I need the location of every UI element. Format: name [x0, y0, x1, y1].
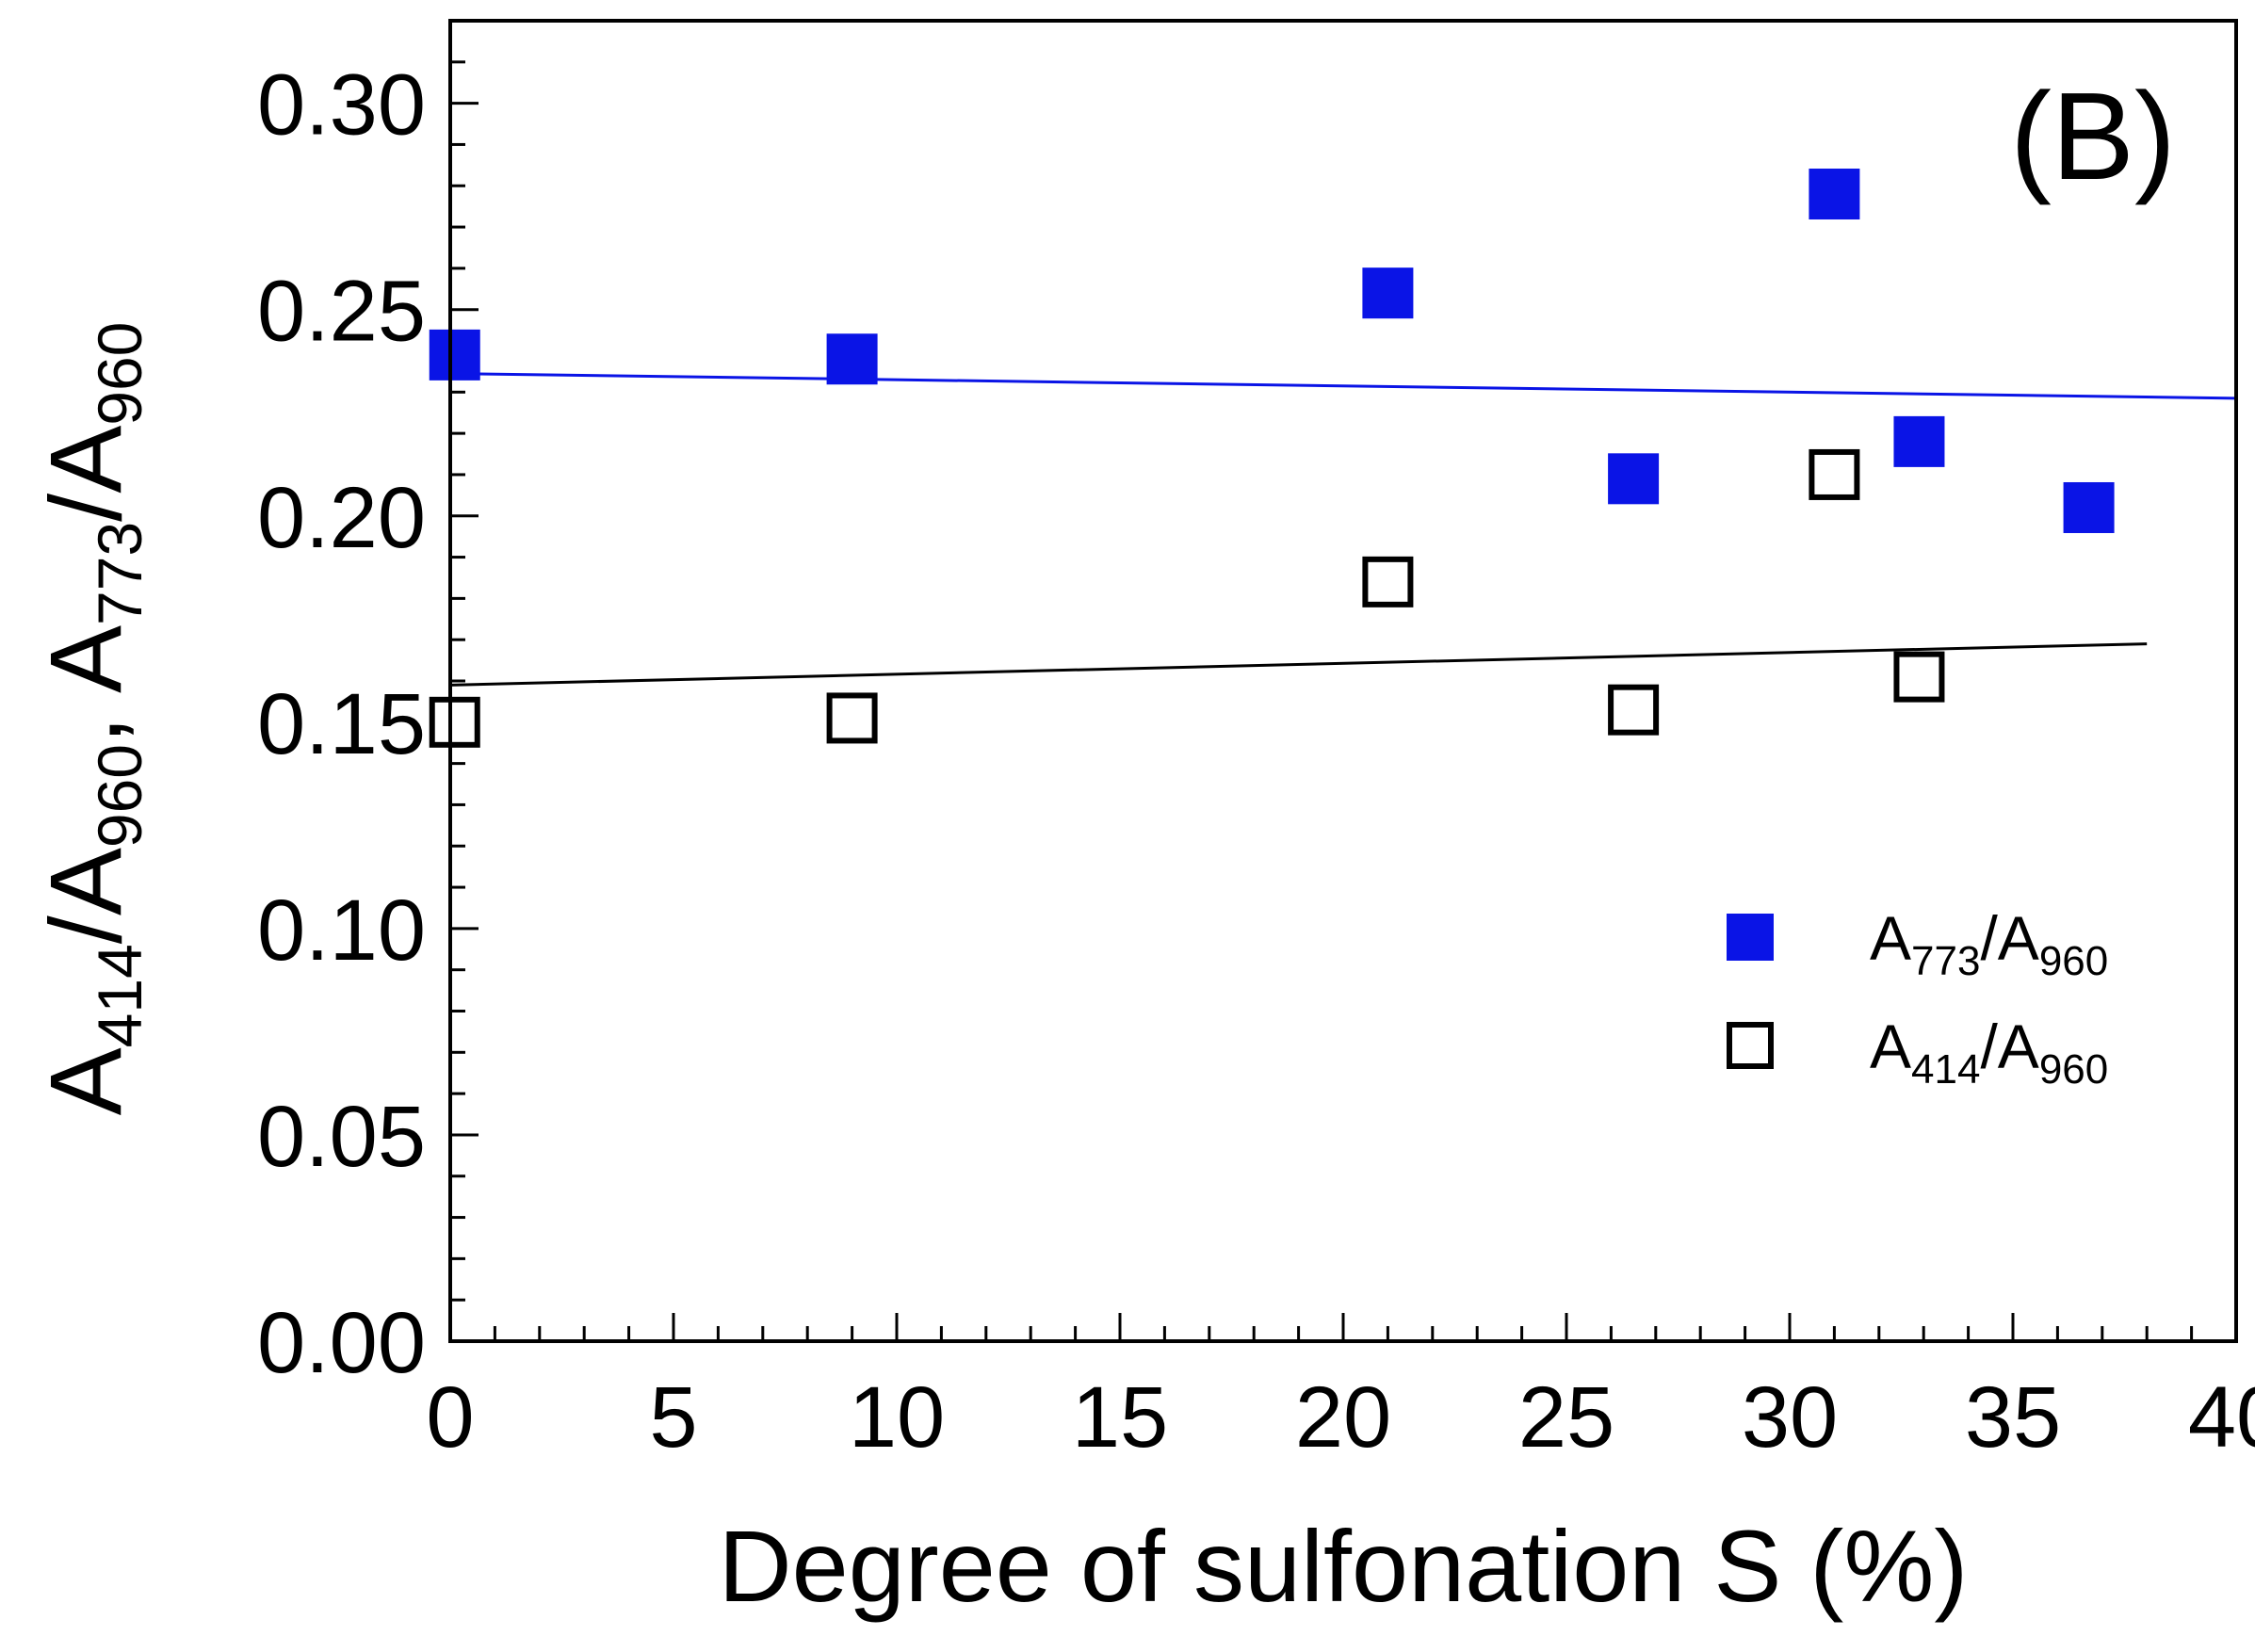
legend-marker-a773 — [1727, 914, 1774, 961]
x-tick-label: 5 — [649, 1369, 697, 1466]
legend-label: A773/A960 — [1870, 903, 2108, 984]
legend-text-part: A — [1870, 903, 1911, 973]
fit-lines — [449, 372, 2237, 687]
y-axis-title-subscript: 960 — [85, 322, 154, 426]
point-a414 — [1809, 448, 1860, 500]
x-tick-label: 35 — [1965, 1369, 2061, 1466]
fit-line-a773 — [449, 372, 2237, 400]
y-axis-title-part: A — [28, 1047, 142, 1115]
x-tick-label: 0 — [426, 1369, 474, 1466]
y-axis-title-part: , A — [28, 625, 142, 744]
point-a773 — [1809, 169, 1860, 220]
x-tick-label: 10 — [849, 1369, 945, 1466]
legend-text-part: /A — [1980, 1012, 2038, 1081]
y-axis-title: A414/A960, A773/A960 — [28, 322, 154, 1116]
point-a773 — [826, 333, 878, 385]
legend-label: A414/A960 — [1870, 1012, 2108, 1093]
y-axis-title-part: /A — [28, 848, 142, 944]
legend-marker-a414 — [1727, 1022, 1774, 1069]
x-tick-label: 15 — [1072, 1369, 1168, 1466]
y-tick-label: 0.20 — [257, 470, 426, 566]
point-a414 — [429, 696, 480, 748]
y-tick-label: 0.25 — [257, 264, 426, 360]
point-a773 — [1608, 453, 1660, 505]
y-axis-title-subscript: 960 — [85, 744, 154, 848]
x-tick-label: 30 — [1742, 1369, 1838, 1466]
x-tick-label: 20 — [1295, 1369, 1391, 1466]
y-axis-title-subscript: 414 — [85, 944, 154, 1047]
point-a414 — [1893, 651, 1945, 703]
legend-subscript: 773 — [1911, 938, 1980, 984]
y-tick-label: 0.00 — [257, 1295, 426, 1391]
y-tick-label: 0.05 — [257, 1089, 426, 1185]
y-axis-title-subscript: 773 — [85, 522, 154, 625]
y-tick-labels: 0.00 0.05 0.10 0.15 0.20 0.25 0.30 — [257, 57, 426, 1391]
x-tick-label: 25 — [1518, 1369, 1614, 1466]
point-a773 — [1893, 415, 1945, 467]
point-a414 — [1608, 684, 1660, 736]
y-tick-label: 0.30 — [257, 57, 426, 154]
x-tick-labels: 0 5 10 15 20 25 30 35 40 — [426, 1369, 2255, 1466]
plot-frame — [448, 19, 2238, 1343]
y-tick-label: 0.10 — [257, 883, 426, 979]
legend-subscript: 414 — [1911, 1046, 1980, 1093]
point-a773 — [2063, 481, 2115, 533]
legend-text-part: /A — [1980, 903, 2038, 973]
y-tick-label: 0.15 — [257, 676, 426, 772]
legend-subscript: 960 — [2039, 938, 2108, 984]
point-a773 — [429, 329, 480, 381]
legend-subscript: 960 — [2039, 1046, 2108, 1093]
point-a414 — [826, 692, 878, 744]
fit-line-a414 — [449, 642, 2148, 687]
x-axis-title: Degree of sulfonation S (%) — [719, 1509, 1969, 1623]
x-tick-label: 40 — [2188, 1369, 2255, 1466]
panel-label: (B) — [2010, 67, 2176, 205]
axis-ticks — [448, 19, 2238, 1343]
legend-text-part: A — [1870, 1012, 1911, 1081]
y-axis-title-part: /A — [28, 426, 142, 522]
point-a773 — [1362, 267, 1414, 319]
point-a414 — [1362, 556, 1414, 607]
data-points — [429, 169, 2115, 748]
